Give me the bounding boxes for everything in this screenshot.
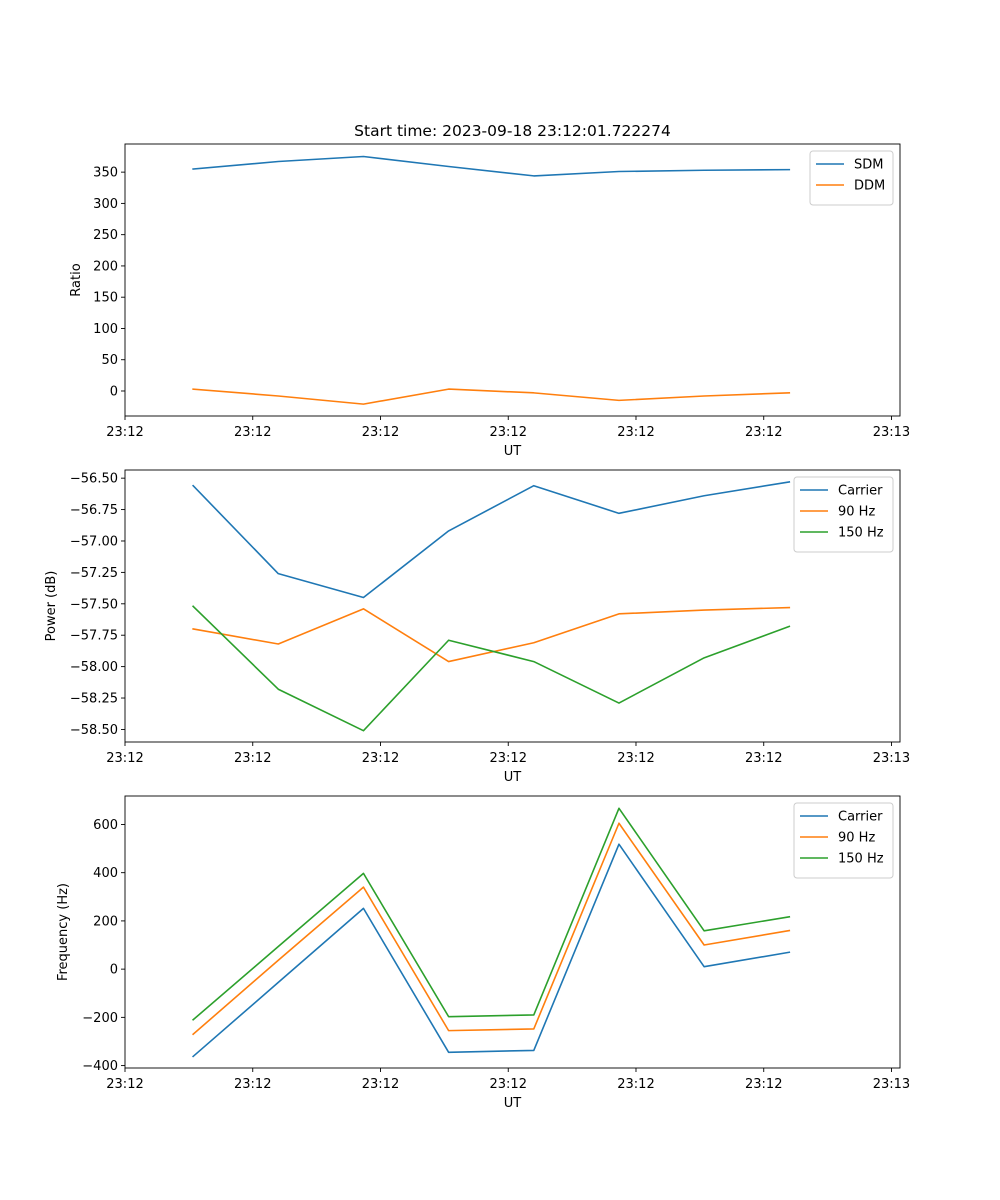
ratio-x-tick-label: 23:13 <box>873 425 910 440</box>
power-x-tick-label: 23:12 <box>490 751 527 766</box>
power-y-tick-label: −56.75 <box>70 503 118 518</box>
power-panel: 23:12 23:12 23:12 23:12 23:12 23:12 23:13 −56.5… <box>44 469 910 785</box>
ratio-panel: 23:12 23:12 23:12 23:12 23:12 23:12 23:13 0 50 10… <box>69 143 910 459</box>
ratio-x-axis-label: UT <box>504 444 522 459</box>
ratio-y-tick-label: 50 <box>101 353 118 368</box>
power-legend-label: 150 Hz <box>838 526 884 541</box>
frequency-y-tick-label: −200 <box>82 1011 118 1026</box>
power-y-tick-label: −58.00 <box>70 660 118 675</box>
frequency-series-line-150-hz <box>192 807 791 1021</box>
frequency-x-tick-label: 23:12 <box>617 1077 654 1092</box>
power-y-tick-label: −57.25 <box>70 566 118 581</box>
ratio-x-tick-label: 23:12 <box>745 425 782 440</box>
frequency-y-axis-label: Frequency (Hz) <box>56 883 71 981</box>
frequency-axes-frame <box>124 795 901 1069</box>
frequency-legend-label: 150 Hz <box>838 852 884 867</box>
ratio-x-tick-label: 23:12 <box>362 425 399 440</box>
ratio-axes-frame <box>124 143 901 417</box>
chart-title: Start time: 2023-09-18 23:12:01.722274 <box>354 122 671 140</box>
power-series-line-carrier <box>191 481 791 599</box>
ratio-x-tick-label: 23:12 <box>617 425 654 440</box>
frequency-legend-label: 90 Hz <box>838 831 875 846</box>
power-y-tick-label: −57.00 <box>70 534 118 549</box>
power-x-tick-label: 23:12 <box>106 751 143 766</box>
frequency-x-tick-label: 23:12 <box>362 1077 399 1092</box>
power-x-tick-label: 23:13 <box>873 751 910 766</box>
power-x-tick-label: 23:12 <box>617 751 654 766</box>
frequency-y-tick-label: −400 <box>82 1059 118 1074</box>
ratio-x-tick-label: 23:12 <box>106 425 143 440</box>
power-y-tick-label: −58.25 <box>70 692 118 707</box>
ratio-y-tick-label: 0 <box>110 384 118 399</box>
power-legend-label: Carrier <box>838 484 883 499</box>
ratio-y-tick-label: 150 <box>93 291 118 306</box>
frequency-y-tick-label: 0 <box>110 963 118 978</box>
power-y-tick-label: −57.50 <box>70 597 118 612</box>
frequency-legend-label: Carrier <box>838 810 883 825</box>
power-y-tick-label: −56.50 <box>70 472 118 487</box>
power-series-line-150-hz <box>191 605 791 732</box>
ratio-y-tick-label: 100 <box>93 322 118 337</box>
frequency-y-tick-label: 200 <box>93 914 118 929</box>
power-series-line-90-hz <box>192 606 791 663</box>
ratio-y-tick-label: 300 <box>93 197 118 212</box>
power-x-tick-label: 23:12 <box>745 751 782 766</box>
frequency-panel: 23:12 23:12 23:12 23:12 23:12 23:12 23:13 −400 −… <box>56 795 910 1111</box>
power-x-axis-label: UT <box>504 770 522 785</box>
power-x-tick-label: 23:12 <box>234 751 271 766</box>
frequency-y-tick-label: 400 <box>93 866 118 881</box>
ratio-x-tick-label: 23:12 <box>234 425 271 440</box>
power-legend-label: 90 Hz <box>838 505 875 520</box>
frequency-x-tick-label: 23:12 <box>234 1077 271 1092</box>
frequency-x-tick-label: 23:13 <box>873 1077 910 1092</box>
frequency-y-tick-label: 600 <box>93 818 118 833</box>
power-legend <box>793 476 894 553</box>
power-x-tick-label: 23:12 <box>362 751 399 766</box>
power-y-axis-label: Power (dB) <box>44 571 59 642</box>
ratio-y-tick-label: 200 <box>93 259 118 274</box>
frequency-series-line-90-hz <box>192 822 791 1036</box>
ratio-y-axis-label: Ratio <box>69 263 84 296</box>
frequency-legend <box>793 802 894 879</box>
ratio-legend-label: SDM <box>854 158 883 173</box>
ratio-x-tick-label: 23:12 <box>490 425 527 440</box>
power-y-tick-label: −58.50 <box>70 723 118 738</box>
power-y-tick-label: −57.75 <box>70 629 118 644</box>
ratio-series-line-sdm <box>192 155 791 177</box>
ratio-y-tick-label: 250 <box>93 228 118 243</box>
frequency-x-axis-label: UT <box>504 1096 522 1111</box>
frequency-series-line-carrier <box>192 843 791 1058</box>
power-axes-frame <box>124 469 901 743</box>
ratio-y-tick-label: 350 <box>93 166 118 181</box>
frequency-x-tick-label: 23:12 <box>745 1077 782 1092</box>
frequency-x-tick-label: 23:12 <box>106 1077 143 1092</box>
ratio-legend-label: DDM <box>854 179 885 194</box>
ratio-series-line-ddm <box>192 388 791 405</box>
frequency-x-tick-label: 23:12 <box>490 1077 527 1092</box>
